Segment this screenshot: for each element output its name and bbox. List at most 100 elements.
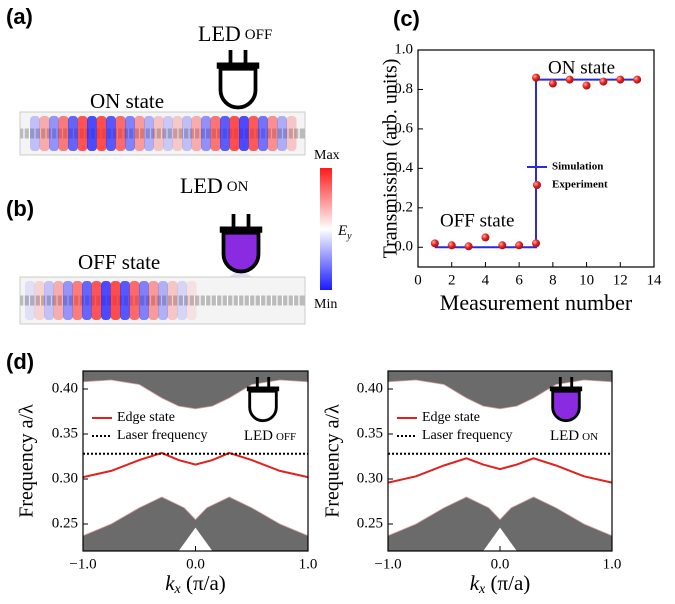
x-tick-label: 14: [647, 272, 663, 288]
field-lobe: [267, 116, 278, 151]
panel-label: (b): [6, 196, 34, 221]
state-label: OFF state: [78, 250, 160, 274]
y-tick-label: 0.6: [394, 120, 413, 136]
waveguide: [20, 295, 305, 306]
led-icon: [246, 377, 280, 423]
field-lobe: [210, 116, 221, 151]
legend-label: Laser frequency: [117, 428, 208, 443]
data-point: [616, 75, 625, 84]
led: LED: [198, 21, 241, 46]
y-tick-label: 0.8: [394, 81, 413, 97]
led-state: ON: [227, 179, 249, 195]
field-lobe: [82, 281, 92, 320]
field-lobe: [68, 116, 78, 151]
field-lobe: [258, 116, 268, 151]
field-lobe: [87, 116, 97, 151]
colorbar-min: Min: [314, 297, 337, 312]
data-point: [498, 241, 507, 250]
field-lobe: [158, 281, 168, 320]
field-lobe: [229, 116, 240, 151]
y-tick-label: 1.0: [394, 41, 413, 57]
field-lobe: [139, 281, 149, 320]
x-label-part: Measurement number: [440, 290, 633, 315]
y-axis-label: Frequency a/λ: [16, 404, 38, 518]
y-tick-label: 0.35: [357, 425, 383, 441]
data-line: [83, 451, 308, 479]
x-label-part: k: [165, 571, 175, 595]
band: [483, 527, 517, 551]
legend-label: Simulation: [552, 161, 603, 173]
y-tick-label: 0.30: [357, 470, 383, 486]
x-tick-label: −1.0: [374, 556, 401, 572]
field-lobe: [134, 116, 145, 151]
field-lobe: [44, 281, 54, 320]
field-lobe: [182, 116, 192, 151]
x-tick-label: 2: [448, 272, 456, 288]
data-point: [464, 242, 473, 251]
axes-frame: [417, 49, 655, 268]
plug-body: [551, 389, 581, 423]
field-lobe: [286, 116, 297, 151]
x-axis-label: kx (π/a): [165, 571, 226, 597]
x-label-part: (π/a): [181, 571, 226, 595]
field-lobe: [153, 116, 164, 151]
data-point: [582, 81, 591, 90]
field-lobe: [163, 116, 173, 151]
legend-label: Laser frequency: [422, 428, 513, 443]
field-image: [19, 276, 306, 325]
x-tick-label: 8: [549, 272, 557, 288]
y-axis-label: Frequency a/λ: [322, 404, 344, 518]
field-lobe: [101, 281, 111, 320]
x-tick-label: 12: [613, 272, 628, 288]
x-tick-label: 0.0: [186, 556, 205, 572]
legend-label: Edge state: [117, 410, 175, 425]
plug-cap: [549, 386, 583, 392]
field-lobe: [239, 116, 249, 151]
panel-label: (d): [6, 349, 34, 374]
legend-label: Edge state: [422, 410, 480, 425]
colorbar: [320, 168, 332, 290]
field-lobe: [129, 281, 140, 320]
led: LED: [550, 428, 579, 444]
field-lobe: [30, 116, 40, 151]
y-tick-label: 0.30: [52, 470, 78, 486]
led-label: LED OFF: [198, 21, 272, 46]
field-lobe: [186, 281, 197, 320]
led-icon: [216, 50, 260, 110]
field-lobe: [172, 116, 183, 151]
field-lobe: [125, 116, 135, 151]
colorbar-max: Max: [314, 148, 340, 163]
x-tick-label: 1.0: [603, 556, 622, 572]
data-point: [532, 73, 540, 82]
field-lobe: [277, 116, 287, 151]
x-tick-label: 6: [515, 272, 523, 288]
plug-cap: [219, 226, 263, 233]
waveguide: [20, 128, 305, 139]
field-image: [19, 111, 306, 156]
y-tick-label: 0.25: [357, 515, 383, 531]
field-lobe: [148, 281, 159, 320]
led-state: OFF: [245, 27, 273, 43]
plot-area: [388, 371, 612, 551]
x-tick-label: 1.0: [299, 556, 318, 572]
led-label: LED ON: [550, 428, 598, 444]
data-point: [447, 241, 456, 250]
x-axis-label: Measurement number: [440, 290, 633, 315]
data-point: [548, 79, 557, 88]
x-label-part: x: [174, 582, 182, 597]
data-line: [434, 78, 638, 249]
y-tick-label: 0.4: [394, 160, 413, 176]
band: [388, 371, 612, 410]
plug-body: [248, 389, 278, 423]
field-lobe: [25, 281, 35, 320]
colorbar-symbol: Ey: [337, 223, 352, 242]
field-lobe: [72, 281, 83, 320]
field-lobe: [106, 116, 116, 151]
plug-cap: [216, 62, 260, 69]
field-lobe: [96, 116, 107, 151]
data-point: [515, 241, 524, 250]
plug-body: [218, 66, 258, 110]
annotation: OFF state: [440, 210, 514, 231]
annotation: ON state: [548, 57, 615, 78]
